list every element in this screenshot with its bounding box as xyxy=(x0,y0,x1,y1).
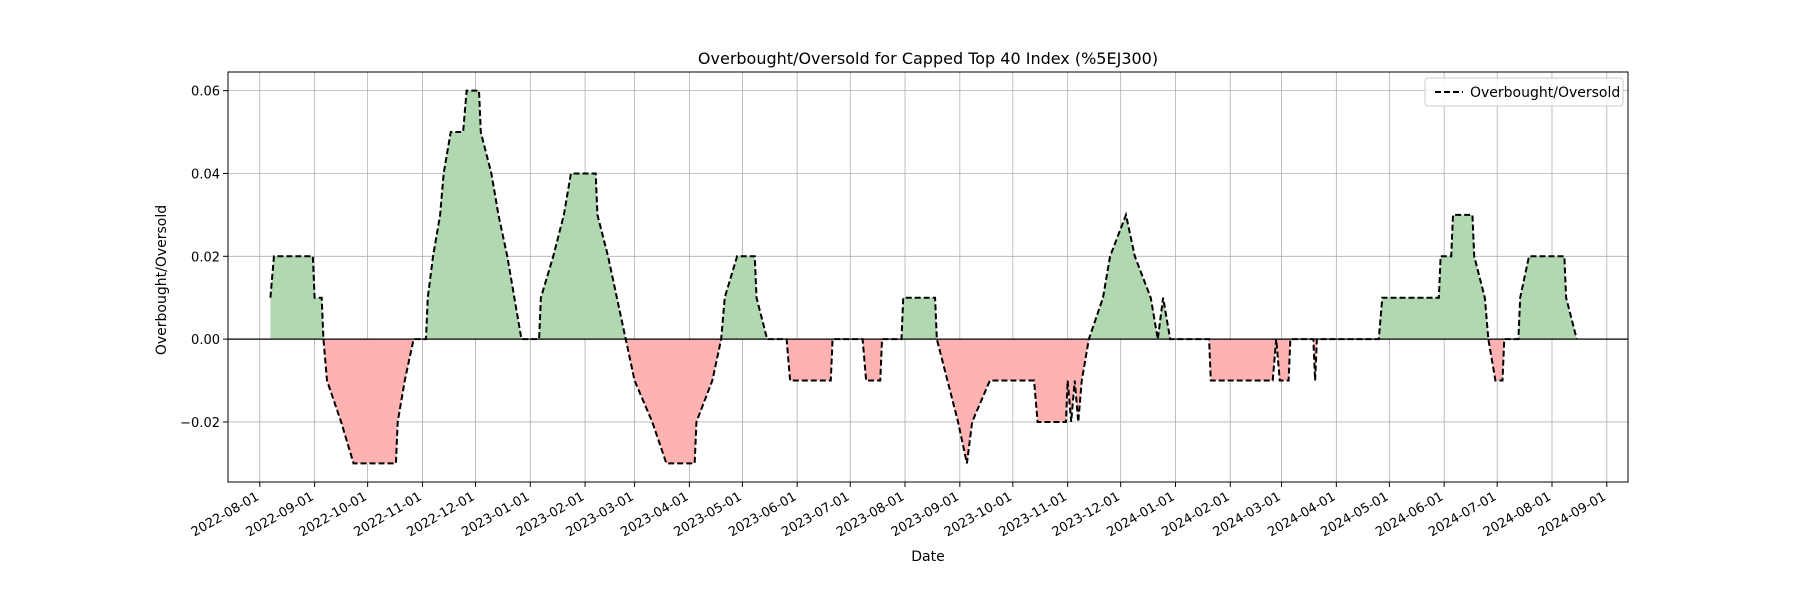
y-tick-label: 0.06 xyxy=(191,85,220,100)
overbought-fill xyxy=(270,90,1577,340)
x-axis-label: Date xyxy=(911,549,944,565)
series-layer xyxy=(269,89,1578,465)
oversold-fill xyxy=(270,339,1577,464)
y-tick-label: 0.02 xyxy=(191,250,220,265)
legend: Overbought/Oversold xyxy=(1424,77,1624,107)
y-axis-label: Overbought/Oversold xyxy=(154,205,170,355)
area-fills xyxy=(270,90,1577,464)
legend-box xyxy=(1424,77,1624,107)
y-tick-label: 0.04 xyxy=(191,167,220,182)
y-tick-label: −0.02 xyxy=(180,416,220,431)
series-line-overbought-oversold xyxy=(269,89,1578,465)
legend-label: Overbought/Oversold xyxy=(1470,85,1620,101)
plot-frame xyxy=(227,71,1629,483)
chart-title: Overbought/Oversold for Capped Top 40 In… xyxy=(698,49,1158,68)
y-axis-ticks: −0.02 0.00 0.02 0.04 0.06 xyxy=(180,85,228,431)
y-tick-label: 0.00 xyxy=(191,333,220,348)
